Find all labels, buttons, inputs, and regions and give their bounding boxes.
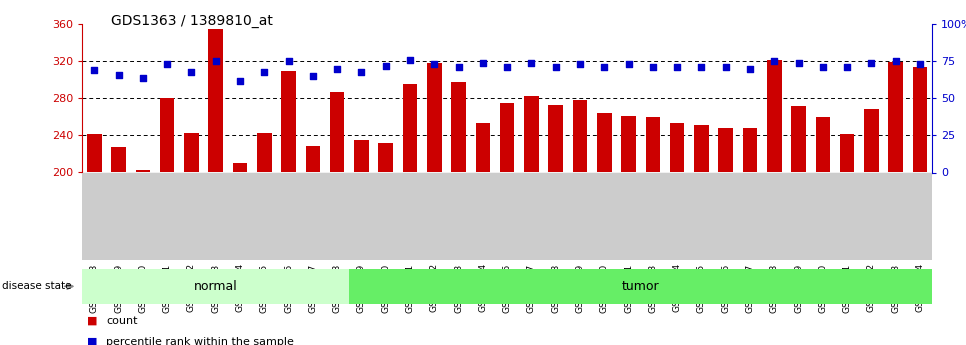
Text: GDS1363 / 1389810_at: GDS1363 / 1389810_at (111, 14, 273, 28)
Point (451, 65, 467, 70)
Text: count: count (106, 316, 138, 326)
Bar (743, 128, 757, 172)
Bar (209, 29, 223, 172)
Bar (889, 62, 903, 172)
Bar (159, 98, 175, 172)
Point (257, 69, 272, 75)
Bar (135, 170, 150, 172)
Point (912, 61, 927, 67)
Point (815, 65, 831, 70)
Point (888, 58, 903, 64)
Text: disease state: disease state (2, 282, 71, 291)
Point (232, 78, 247, 83)
Bar (621, 116, 636, 172)
Point (524, 60, 539, 66)
Point (184, 69, 199, 75)
Bar (111, 147, 126, 172)
Bar (305, 146, 320, 172)
Point (621, 61, 637, 67)
Point (87, 67, 102, 73)
Bar (403, 85, 417, 172)
Point (718, 65, 733, 70)
Point (305, 73, 321, 79)
Bar (82, 269, 350, 304)
Bar (645, 117, 660, 172)
Point (839, 65, 855, 70)
Bar (815, 117, 830, 172)
Point (111, 72, 127, 77)
Bar (791, 106, 806, 172)
Text: ■: ■ (87, 337, 98, 345)
Point (645, 65, 661, 70)
Bar (281, 70, 296, 172)
Point (159, 61, 175, 67)
Bar (597, 113, 611, 172)
Bar (427, 63, 441, 172)
Bar (525, 96, 539, 172)
Point (548, 65, 563, 70)
Text: percentile rank within the sample: percentile rank within the sample (106, 337, 294, 345)
Point (694, 65, 709, 70)
Text: tumor: tumor (622, 280, 660, 293)
Bar (475, 124, 490, 172)
Point (427, 61, 442, 67)
Point (378, 63, 393, 68)
Bar (185, 132, 199, 172)
Bar (573, 100, 587, 172)
Point (572, 61, 587, 67)
Bar (865, 109, 879, 172)
Point (354, 69, 369, 75)
Point (864, 60, 879, 66)
Point (208, 58, 223, 64)
Bar (257, 132, 271, 172)
Bar (329, 92, 345, 172)
Text: ■: ■ (87, 316, 98, 326)
Bar (499, 103, 515, 172)
Point (767, 58, 782, 64)
Point (135, 75, 151, 80)
Bar (767, 60, 781, 172)
Text: normal: normal (194, 280, 238, 293)
Point (499, 65, 515, 70)
Point (402, 57, 417, 62)
Point (329, 66, 345, 71)
Bar (451, 82, 466, 172)
Bar (695, 125, 709, 172)
Bar (719, 128, 733, 172)
Point (475, 60, 491, 66)
Point (791, 60, 807, 66)
Bar (350, 269, 932, 304)
Bar (233, 163, 247, 172)
Point (669, 65, 685, 70)
Bar (839, 134, 855, 172)
Bar (669, 124, 685, 172)
Point (597, 65, 612, 70)
Point (742, 66, 757, 71)
Point (281, 58, 297, 64)
Bar (913, 67, 927, 172)
Bar (379, 143, 393, 172)
Bar (87, 135, 101, 172)
Bar (355, 140, 369, 172)
Bar (549, 105, 563, 172)
